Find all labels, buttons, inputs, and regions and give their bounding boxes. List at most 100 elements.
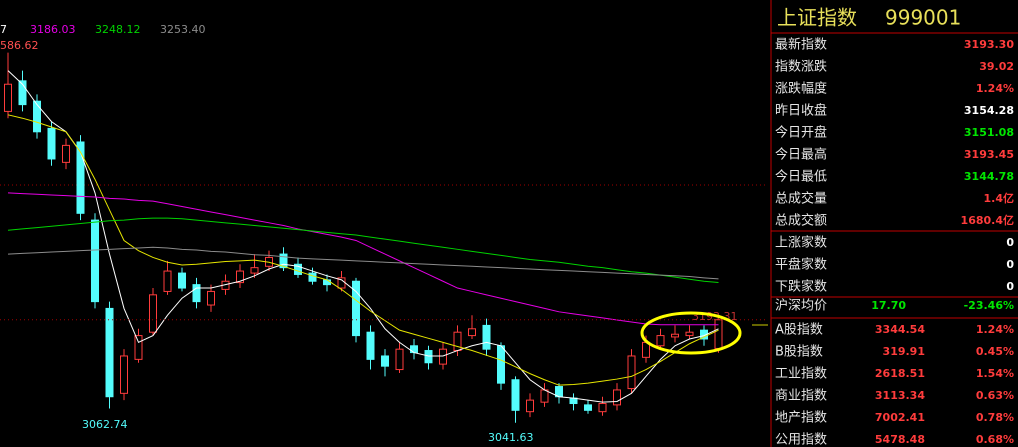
- index-name: 商业指数: [775, 389, 827, 404]
- field-value: 0: [1006, 236, 1014, 249]
- moving-average-line: [7, 114, 719, 386]
- field-value: -23.46%: [964, 299, 1014, 312]
- ma-readout: 3248.12: [95, 23, 141, 36]
- moving-average-line: [7, 246, 719, 280]
- field-label: 平盘家数: [775, 257, 827, 273]
- candle-body: [656, 335, 665, 347]
- kline-chart: 7 3186.03 3248.12 3253.40 586.62 3062.74 3041.…: [0, 23, 768, 444]
- field-value: 0: [1006, 280, 1014, 293]
- index-value: 5478.48: [875, 433, 925, 446]
- low-label: 3041.63: [488, 431, 534, 444]
- index-change: 1.24%: [976, 323, 1014, 336]
- index-value: 7002.41: [875, 411, 925, 424]
- moving-average-line: [7, 192, 719, 326]
- highlight-circle: [640, 311, 742, 355]
- candle-body: [352, 280, 360, 337]
- index-name: B股指数: [775, 345, 823, 360]
- candle-body: [294, 263, 302, 275]
- candle-body: [526, 399, 534, 413]
- candle-body: [381, 355, 389, 367]
- index-value: 319.91: [883, 345, 925, 358]
- index-value: 3344.54: [875, 323, 925, 336]
- field-value: 39.02: [979, 60, 1014, 73]
- index-change: 0.78%: [976, 411, 1014, 424]
- index-name: 地产指数: [775, 411, 827, 426]
- candle-body: [395, 348, 404, 371]
- field-label: 涨跌幅度: [775, 81, 827, 97]
- field-value: 3154.28: [964, 104, 1014, 117]
- candle-body: [700, 329, 708, 340]
- candle-body: [511, 379, 520, 411]
- field-label: 昨日收盘: [775, 103, 827, 119]
- candle-body: [33, 100, 41, 133]
- field-label: 今日开盘: [775, 125, 827, 141]
- field-label: 下跌家数: [775, 279, 827, 295]
- candle-body: [482, 324, 491, 350]
- quote-panel: 上证指数 999001 最新指数 3193.30 指数涨跌 39.02 涨跌幅度 1.24…: [770, 0, 1018, 447]
- field-value: 3193.45: [964, 148, 1014, 161]
- index-change: 1.54%: [976, 367, 1014, 380]
- field-label: 指数涨跌: [775, 59, 827, 75]
- candle-body: [163, 270, 172, 292]
- index-name: 工业指数: [775, 367, 827, 382]
- index-name: 公用指数: [775, 433, 827, 447]
- candle-body: [308, 272, 317, 282]
- candle-body: [207, 290, 215, 306]
- index-value: 2618.51: [875, 367, 925, 380]
- candle-body: [192, 284, 201, 303]
- candle-body: [584, 404, 592, 411]
- candle-body: [120, 355, 128, 394]
- candle-body: [4, 83, 12, 112]
- moving-average-line: [7, 217, 719, 284]
- candle-body: [18, 80, 27, 106]
- candle-body: [453, 331, 462, 352]
- candle-body: [685, 331, 694, 337]
- field-label: 今日最高: [775, 147, 827, 163]
- field-label: 最新指数: [775, 37, 827, 53]
- candle-body: [250, 267, 259, 274]
- candle-body: [62, 144, 70, 163]
- index-change: 0.68%: [976, 433, 1014, 446]
- candle-body: [366, 331, 375, 360]
- candle-body: [236, 270, 244, 284]
- field-label: 今日最低: [775, 169, 827, 185]
- field-label: 上涨家数: [775, 235, 827, 251]
- candle-body: [105, 307, 114, 398]
- candle-body: [178, 272, 186, 289]
- candle-body: [671, 333, 679, 338]
- candle-body: [76, 141, 85, 214]
- field-value: 3151.08: [964, 126, 1014, 139]
- field-value: 1680.4亿: [961, 213, 1014, 227]
- candle-body: [47, 127, 56, 160]
- ma-readout: 3186.03: [30, 23, 76, 36]
- candle-body: [91, 219, 99, 303]
- ma-readout: 7: [0, 23, 7, 36]
- field-value: 1.4亿: [984, 191, 1015, 205]
- candle-body: [279, 253, 288, 269]
- field-label: 总成交额: [775, 213, 827, 229]
- candle-body: [439, 348, 447, 365]
- candle-body: [627, 355, 636, 390]
- field-value: 17.70: [871, 299, 906, 312]
- index-value: 3113.34: [875, 389, 925, 402]
- high-label: 586.62: [0, 39, 39, 52]
- candle-body: [613, 389, 621, 406]
- candle-body: [323, 279, 331, 286]
- field-value: 1.24%: [976, 82, 1014, 95]
- candle-body: [497, 345, 505, 384]
- moving-average-line: [7, 70, 719, 403]
- candle-body: [598, 403, 607, 413]
- panel-code: 999001: [885, 6, 961, 30]
- low-label: 3062.74: [82, 418, 128, 431]
- field-value: 0: [1006, 258, 1014, 271]
- field-value: 3144.78: [964, 170, 1014, 183]
- field-label: 总成交量: [775, 191, 827, 207]
- candle-body: [424, 350, 433, 364]
- candle-body: [410, 345, 418, 354]
- field-value: 3193.30: [964, 38, 1014, 51]
- candle-body: [540, 389, 549, 403]
- candle-body: [468, 328, 476, 337]
- candle-body: [714, 319, 723, 349]
- index-name: A股指数: [775, 323, 823, 338]
